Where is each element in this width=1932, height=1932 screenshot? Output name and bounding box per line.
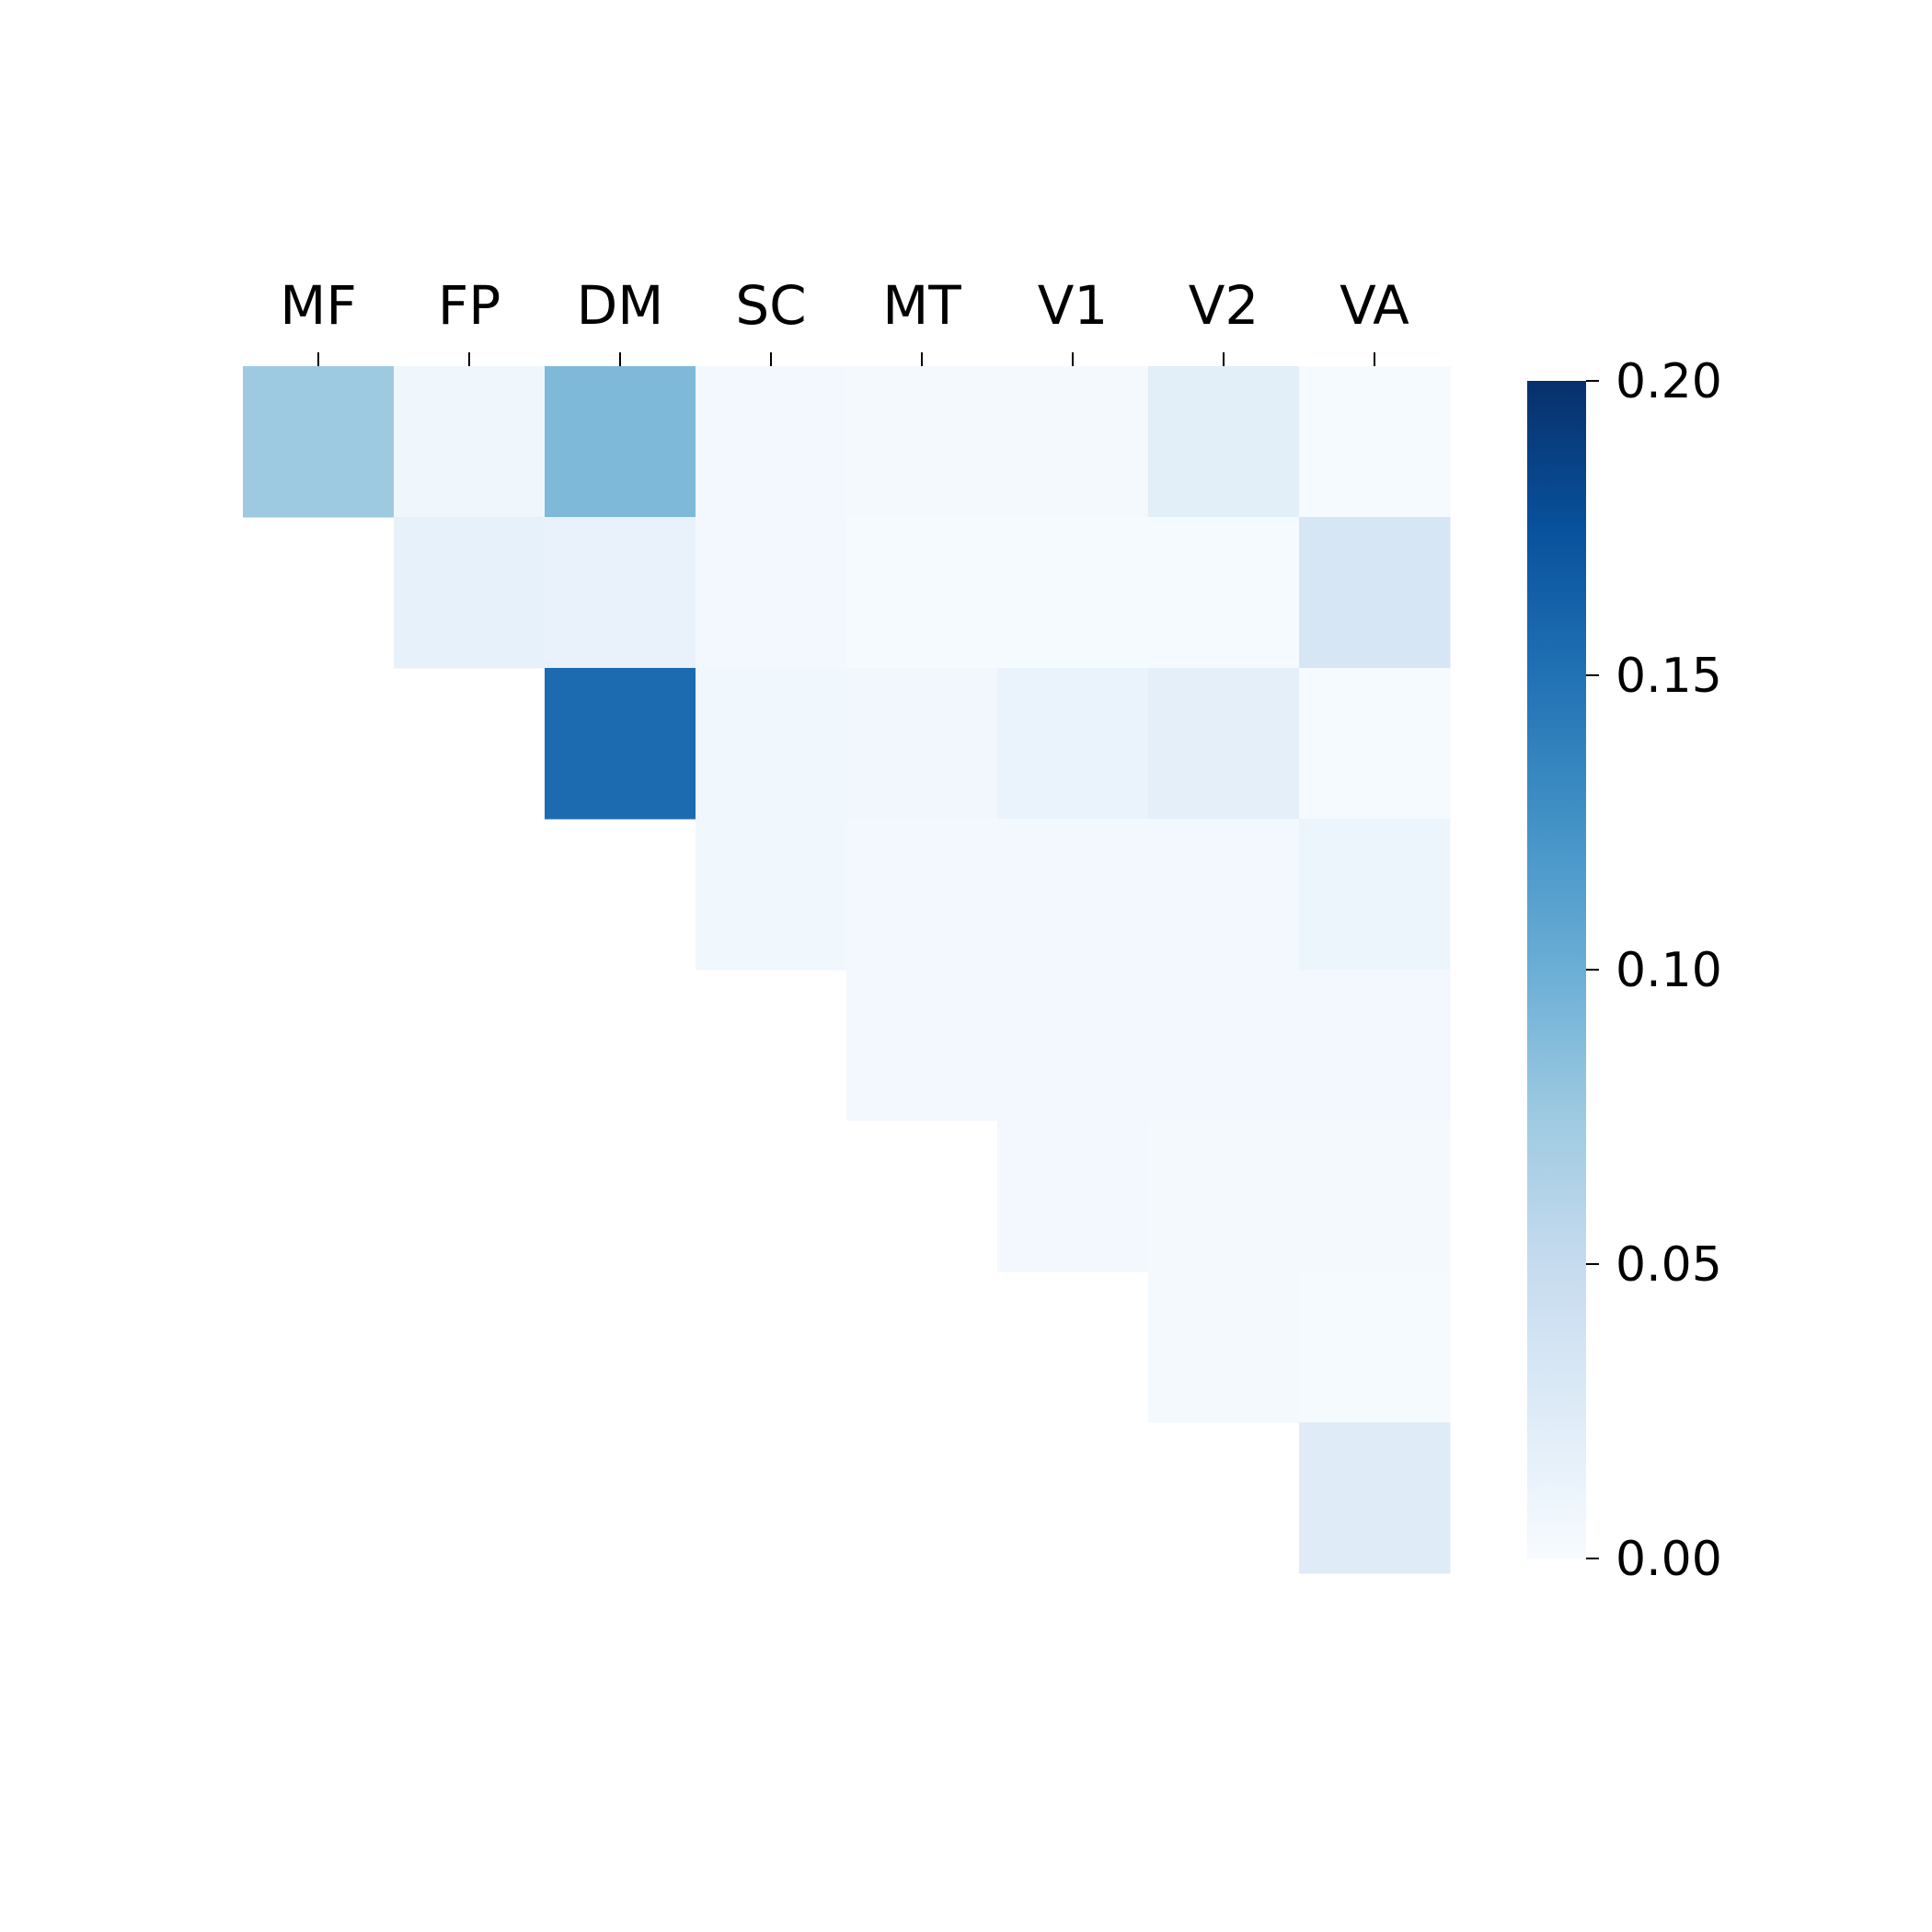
- x-tick-label: DM: [577, 274, 664, 337]
- heatmap-cell-V2-VA: [1299, 1271, 1451, 1423]
- x-tick-label: MF: [280, 274, 356, 337]
- heatmap-cell-V1-V1: [997, 1121, 1149, 1272]
- heatmap-cell-SC-VA: [1299, 819, 1451, 971]
- heatmap-cell-DM-DM: [545, 668, 696, 820]
- heatmap-cell-DM-SC: [696, 668, 847, 820]
- heatmap-cell-V1-V2: [1148, 1121, 1300, 1272]
- heatmap-cell-FP-MT: [846, 517, 998, 669]
- heatmap-cell-MT-MT: [846, 970, 998, 1121]
- colorbar-gradient: [1527, 381, 1586, 1558]
- x-tick-label: VA: [1340, 274, 1409, 337]
- heatmap-cell-MF-MT: [846, 366, 998, 518]
- heatmap-cell-SC-SC: [696, 819, 847, 971]
- heatmap-cell-FP-V2: [1148, 517, 1300, 669]
- x-tick-label: MT: [882, 274, 961, 337]
- colorbar-ticks: 0.00 0.05 0.10 0.15 0.20: [1586, 354, 1722, 1587]
- heatmap-cell-SC-V1: [997, 819, 1149, 971]
- heatmap-cell-FP-SC: [696, 517, 847, 669]
- heatmap-cell-MF-SC: [696, 366, 847, 518]
- heatmap-cell-MF-DM: [545, 366, 696, 518]
- x-tick-label: V1: [1038, 274, 1109, 337]
- heatmap-cell-V1-VA: [1299, 1121, 1451, 1272]
- heatmap-cell-DM-V2: [1148, 668, 1300, 820]
- x-tick-label: FP: [438, 274, 500, 337]
- heatmap-cell-MT-VA: [1299, 970, 1451, 1121]
- heatmap-cell-SC-V2: [1148, 819, 1300, 971]
- heatmap-cell-FP-DM: [545, 517, 696, 669]
- heatmap-cell-DM-MT: [846, 668, 998, 820]
- colorbar-tick-label: 0.10: [1616, 943, 1722, 998]
- heatmap-cell-FP-FP: [394, 517, 546, 669]
- heatmap-cell-MT-V1: [997, 970, 1149, 1121]
- colorbar-tick-label: 0.05: [1616, 1237, 1722, 1293]
- heatmap-cell-MF-VA: [1299, 366, 1451, 518]
- colorbar-tick-label: 0.15: [1616, 649, 1722, 704]
- x-axis-ticks: MF FP DM SC MT V1 V2 VA: [280, 274, 1409, 366]
- x-tick-label: V2: [1189, 274, 1259, 337]
- heatmap-cell-VA-VA: [1299, 1422, 1451, 1574]
- heatmap-cell-FP-VA: [1299, 517, 1451, 669]
- heatmap-cell-DM-V1: [997, 668, 1149, 820]
- heatmap-cell-MF-MF: [243, 366, 395, 518]
- heatmap-cell-V2-V2: [1148, 1271, 1300, 1423]
- x-tick-label: SC: [735, 274, 806, 337]
- colorbar-tick-label: 0.20: [1616, 354, 1722, 409]
- colorbar-tick-label: 0.00: [1616, 1532, 1722, 1587]
- heatmap-cells: [243, 366, 1451, 1574]
- colorbar: [1527, 381, 1586, 1558]
- heatmap-cell-SC-MT: [846, 819, 998, 971]
- heatmap-cell-MF-V2: [1148, 366, 1300, 518]
- heatmap-cell-MF-FP: [394, 366, 546, 518]
- heatmap-cell-FP-V1: [997, 517, 1149, 669]
- heatmap-cell-DM-VA: [1299, 668, 1451, 820]
- heatmap-cell-MF-V1: [997, 366, 1149, 518]
- heatmap-cell-MT-V2: [1148, 970, 1300, 1121]
